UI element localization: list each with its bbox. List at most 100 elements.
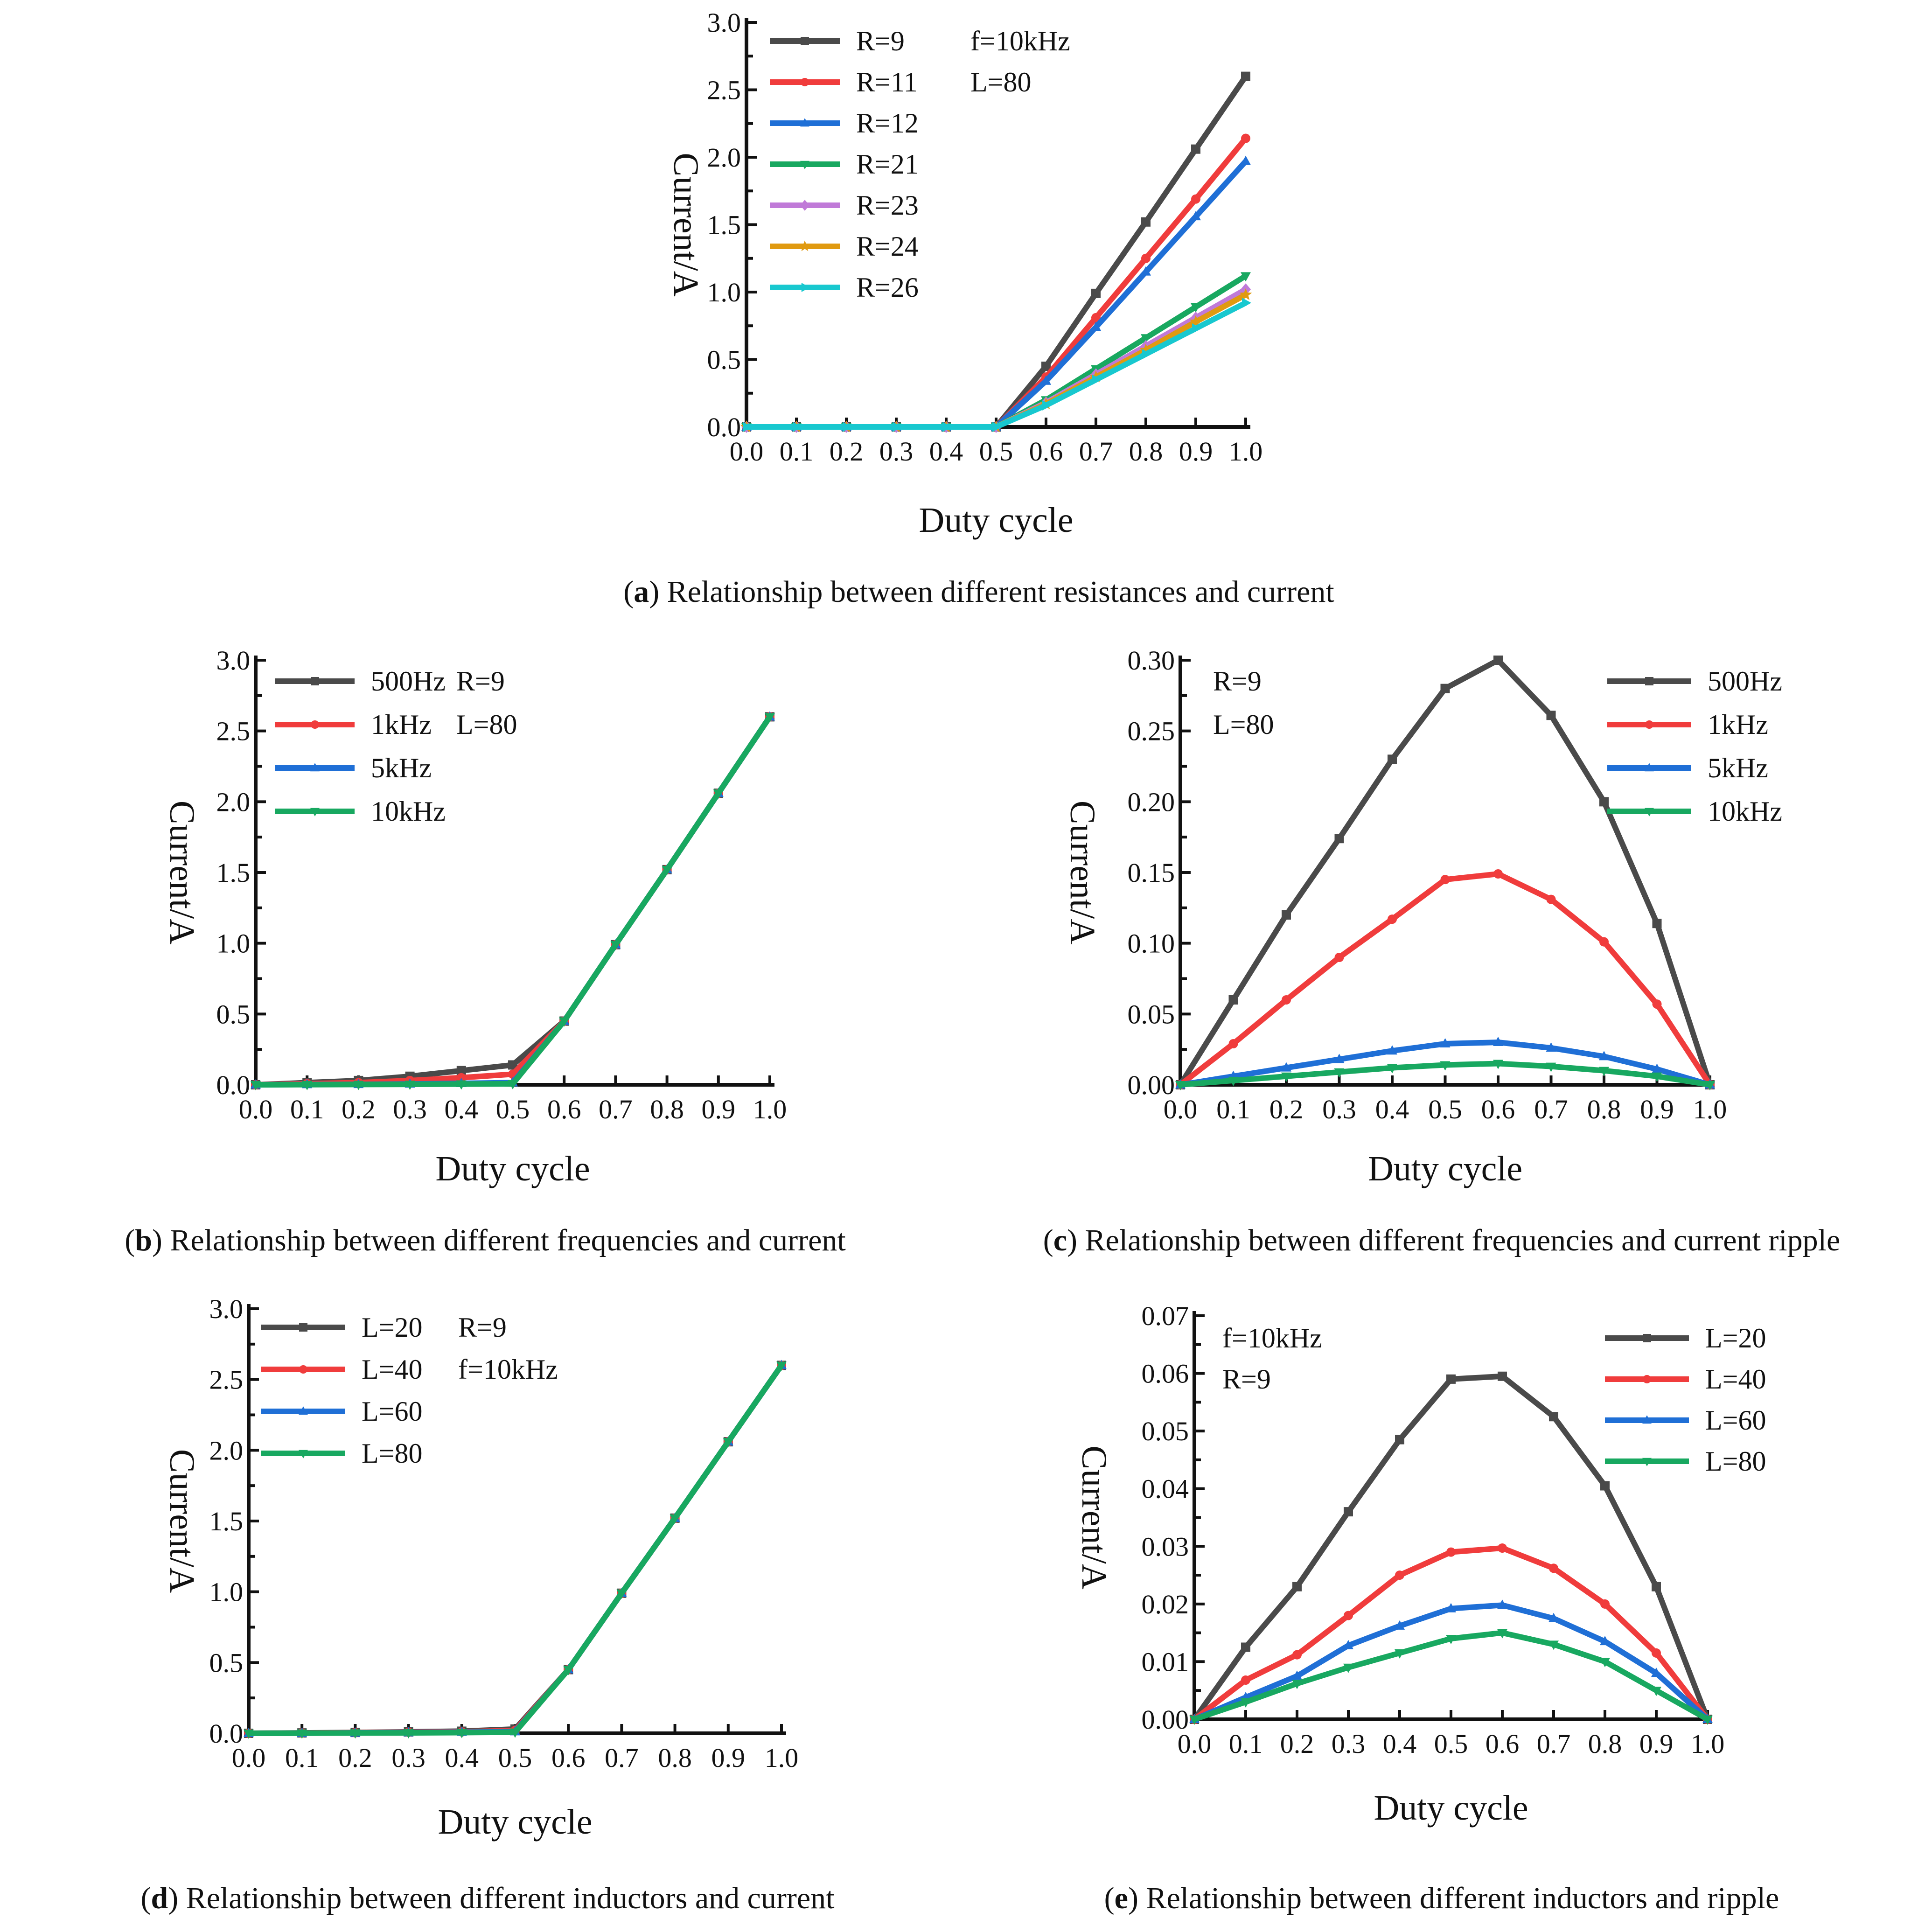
data-point <box>1546 1062 1556 1072</box>
panel-caption: (b) Relationship between different frequ… <box>125 1223 846 1257</box>
data-point <box>1344 1507 1353 1517</box>
data-point <box>1546 1042 1556 1052</box>
caption-text: ) Relationship between different resista… <box>649 575 1334 609</box>
data-point <box>508 1080 518 1089</box>
legend-marker <box>799 240 810 251</box>
series-line <box>746 75 1248 430</box>
series-line <box>248 1363 784 1736</box>
data-point <box>1241 155 1251 165</box>
series-L=20 <box>244 1361 786 1738</box>
legend-label: L=20 <box>1705 1323 1766 1354</box>
y-axis-title: Current/A <box>162 801 202 944</box>
x-tick-label: 0.2 <box>1280 1729 1314 1759</box>
x-tick-label: 0.2 <box>1269 1094 1304 1124</box>
y-tick-label: 0.0 <box>209 1718 244 1749</box>
legend-marker <box>1645 720 1653 729</box>
data-point <box>403 1729 414 1739</box>
series-R=21 <box>741 272 1251 433</box>
legend-item: 1kHz <box>1607 709 1768 740</box>
legend-label: R=24 <box>856 231 919 262</box>
data-point <box>893 422 902 432</box>
data-point <box>1493 656 1503 665</box>
data-point <box>793 422 802 432</box>
x-tick-label: 0.0 <box>1164 1094 1198 1124</box>
data-point <box>1652 1582 1661 1591</box>
series-5kHz <box>1175 1037 1715 1089</box>
caption-open-paren: ( <box>623 575 634 609</box>
parameter-note: R=9 <box>456 666 505 697</box>
y-tick-label: 2.0 <box>707 142 741 173</box>
data-point <box>1652 1063 1662 1073</box>
data-point <box>456 1073 466 1082</box>
legend-marker <box>801 37 809 45</box>
legend-label: L=60 <box>362 1396 423 1427</box>
legend-label: L=80 <box>1705 1446 1766 1477</box>
y-axis-title: Current/A <box>162 1449 202 1593</box>
x-tick-label: 0.9 <box>1179 436 1213 467</box>
y-tick-label: 2.0 <box>209 1435 244 1465</box>
x-axis-title: Duty cycle <box>1368 1149 1522 1188</box>
y-tick-label: 3.0 <box>216 645 251 676</box>
x-tick-label: 1.0 <box>1691 1729 1725 1759</box>
series-1kHz <box>1176 869 1715 1089</box>
data-point <box>1497 1599 1507 1609</box>
data-point <box>1446 1547 1456 1557</box>
x-tick-label: 0.9 <box>702 1094 736 1124</box>
caption-text: ) Relationship between different frequen… <box>1067 1223 1840 1257</box>
data-point <box>1042 400 1052 411</box>
legend-label: 5kHz <box>371 753 432 783</box>
y-tick-label: 0.01 <box>1142 1647 1189 1677</box>
y-tick-label: 2.5 <box>209 1365 244 1395</box>
data-point <box>1600 1481 1610 1491</box>
data-point <box>1282 910 1291 920</box>
data-point <box>1191 194 1200 204</box>
data-point <box>1705 1081 1715 1090</box>
series-L=80 <box>244 1361 787 1739</box>
legend-marker <box>299 1323 307 1332</box>
x-tick-label: 0.4 <box>929 436 963 467</box>
x-tick-label: 0.6 <box>551 1743 586 1773</box>
data-point <box>1141 334 1151 344</box>
data-point <box>765 713 775 723</box>
data-point <box>1498 1371 1507 1381</box>
data-point <box>843 422 852 432</box>
x-tick-label: 0.7 <box>599 1094 633 1124</box>
data-point <box>1493 1060 1503 1069</box>
y-tick-label: 0.00 <box>1128 1070 1175 1100</box>
data-point <box>1139 343 1152 356</box>
data-point <box>1242 298 1251 308</box>
x-tick-label: 1.0 <box>1229 436 1263 467</box>
x-tick-label: 0.8 <box>1587 1094 1621 1124</box>
caption-label: e <box>1115 1881 1128 1915</box>
data-point <box>1652 919 1662 928</box>
data-point <box>1395 1435 1404 1444</box>
data-point <box>1387 1045 1397 1055</box>
legend-label: 10kHz <box>371 796 446 827</box>
legend-marker <box>1643 1334 1651 1342</box>
series-line <box>746 286 1247 430</box>
data-point <box>1497 1629 1507 1639</box>
x-tick-label: 0.2 <box>830 436 864 467</box>
series-10kHz <box>1175 1060 1715 1090</box>
y-tick-label: 0.05 <box>1142 1416 1189 1446</box>
data-point <box>1546 894 1556 904</box>
data-point <box>563 1666 574 1675</box>
x-tick-label: 0.7 <box>1534 1094 1568 1124</box>
y-tick-label: 2.5 <box>707 75 741 105</box>
data-point <box>1652 999 1662 1009</box>
legend-item: L=80 <box>261 1438 423 1469</box>
data-point <box>1041 361 1051 371</box>
data-point <box>456 1729 467 1738</box>
y-tick-label: 2.0 <box>216 787 251 817</box>
x-tick-label: 0.1 <box>285 1743 319 1773</box>
series-L=80 <box>1189 1629 1713 1725</box>
series-line <box>746 292 1247 430</box>
y-tick-label: 1.5 <box>209 1506 244 1536</box>
legend-item: 500Hz <box>275 666 446 697</box>
legend-label: 1kHz <box>1708 709 1768 740</box>
legend-marker <box>800 160 809 169</box>
legend-marker <box>800 118 809 127</box>
caption-label: b <box>135 1223 152 1257</box>
x-tick-label: 0.0 <box>1178 1729 1212 1759</box>
